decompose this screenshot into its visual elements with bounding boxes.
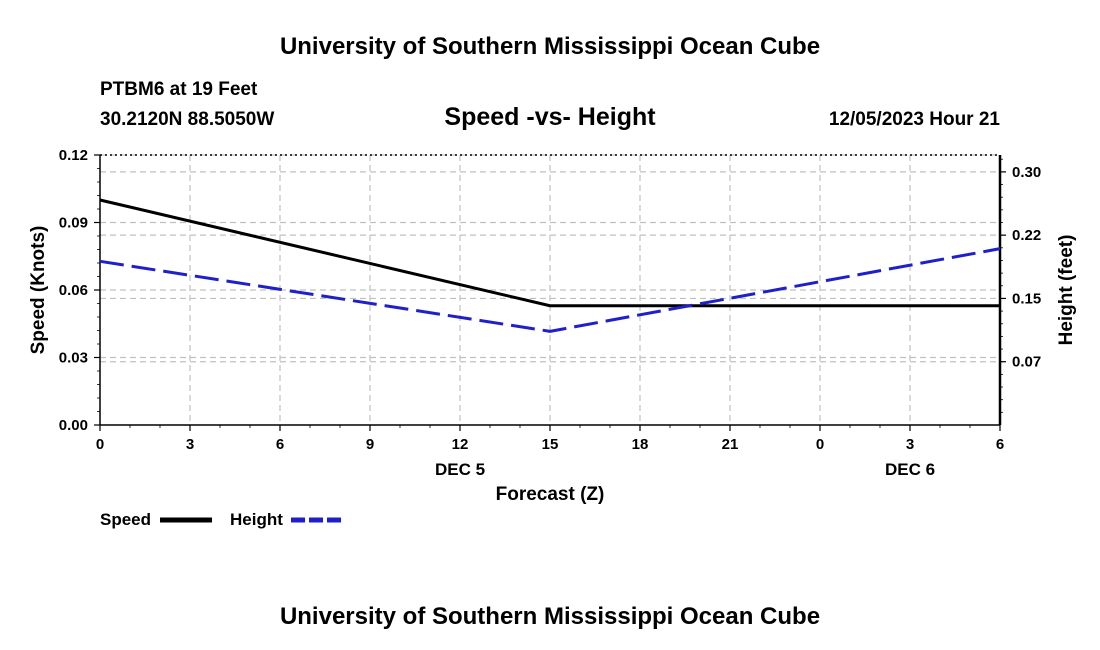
x-tick-label: 9 xyxy=(366,436,374,453)
x-tick-label: 6 xyxy=(996,436,1004,453)
station-label: PTBM6 at 19 Feet xyxy=(100,79,258,100)
y-tick-label: 0.09 xyxy=(59,215,88,232)
x-tick-label: 18 xyxy=(632,436,649,453)
y2-tick-label: 0.07 xyxy=(1012,354,1041,371)
y-tick-label: 0.03 xyxy=(59,350,88,367)
footer-title: University of Southern Mississippi Ocean… xyxy=(280,603,820,630)
y2-tick-label: 0.15 xyxy=(1012,290,1041,307)
date-label: DEC 5 xyxy=(435,460,485,479)
x-tick-label: 3 xyxy=(906,436,914,453)
forecast-datetime: 12/05/2023 Hour 21 xyxy=(829,109,1001,130)
x-tick-label: 15 xyxy=(542,436,559,453)
y2-axis-label: Height (feet) xyxy=(1056,235,1077,346)
series-line-speed xyxy=(99,198,1000,308)
series-line-height xyxy=(99,247,1001,333)
x-tick-label: 21 xyxy=(722,436,739,453)
x-tick-label: 0 xyxy=(816,436,824,453)
x-tick-label: 6 xyxy=(276,436,284,453)
x-axis-label: Forecast (Z) xyxy=(496,484,605,505)
y-axis-label: Speed (Knots) xyxy=(28,226,49,355)
grid xyxy=(100,154,1000,425)
y-tick-label: 0.00 xyxy=(59,417,88,434)
y-tick-label: 0.12 xyxy=(59,147,88,164)
date-label: DEC 6 xyxy=(885,460,935,479)
x-tick-label: 3 xyxy=(186,436,194,453)
chart-title: Speed -vs- Height xyxy=(444,103,656,131)
page-title: University of Southern Mississippi Ocean… xyxy=(280,33,820,60)
tick-labels: 0 3 6 9 12 15 18 21 0 3 6 0.00 0.03 0.06 0.09 0.12 0.07 0… xyxy=(59,147,1041,479)
x-tick-label: 12 xyxy=(452,436,469,453)
x-tick-label: 0 xyxy=(96,436,104,453)
station-coords: 30.2120N 88.5050W xyxy=(100,109,274,130)
y2-tick-label: 0.30 xyxy=(1012,164,1041,181)
legend-speed-label: Speed xyxy=(100,510,151,529)
y-tick-label: 0.06 xyxy=(59,282,88,299)
series xyxy=(99,198,1001,333)
legend-height-label: Height xyxy=(230,510,283,529)
axes xyxy=(94,154,1006,431)
legend: Speed Height xyxy=(100,510,343,529)
y2-tick-label: 0.22 xyxy=(1012,227,1041,244)
